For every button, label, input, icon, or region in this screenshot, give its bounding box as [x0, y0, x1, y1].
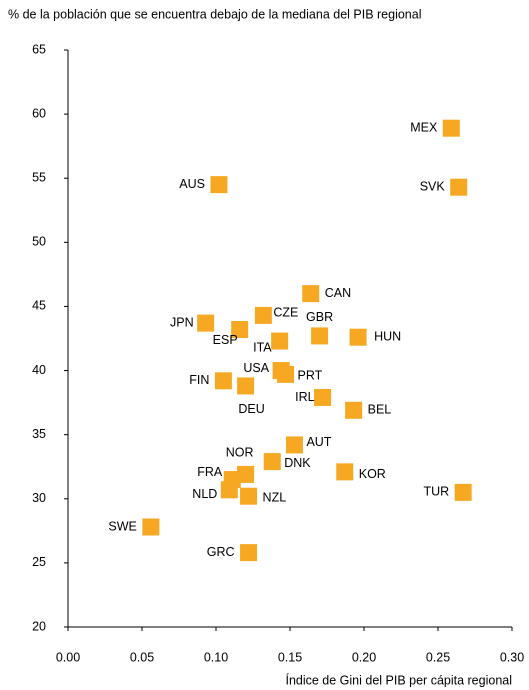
marker: [197, 314, 215, 332]
marker: [240, 487, 258, 505]
marker: [220, 481, 238, 499]
point-label: JPN: [170, 315, 194, 329]
point-label: MEX: [410, 121, 438, 135]
point-label: USA: [243, 361, 269, 375]
y-tick-label: 25: [32, 555, 46, 569]
point-label: DEU: [238, 402, 264, 416]
y-tick-label: 50: [32, 235, 46, 249]
point-label: NOR: [226, 446, 254, 460]
marker: [302, 285, 320, 303]
point-label: DNK: [284, 456, 311, 470]
marker: [142, 518, 160, 536]
point-label: HUN: [374, 330, 401, 344]
marker: [336, 463, 354, 481]
point-label: CZE: [273, 306, 298, 320]
chart-title: % de la población que se encuentra debaj…: [8, 7, 422, 21]
marker: [210, 176, 228, 194]
point-label: TUR: [423, 485, 449, 499]
x-axis-label: Índice de Gini del PIB per cápita region…: [285, 672, 512, 687]
y-tick-label: 40: [32, 363, 46, 377]
marker: [214, 372, 232, 390]
point-label: PRT: [298, 369, 323, 383]
x-tick-label: 0.30: [500, 650, 524, 664]
point-label: ESP: [213, 333, 238, 347]
x-tick-label: 0.05: [130, 650, 154, 664]
marker: [311, 327, 329, 345]
marker: [450, 178, 468, 196]
marker: [263, 453, 281, 471]
y-tick-label: 55: [32, 171, 46, 185]
point-label: IRL: [295, 390, 315, 404]
point-label: SWE: [108, 519, 136, 533]
y-tick-label: 65: [32, 42, 46, 56]
point-label: AUT: [306, 435, 331, 449]
point-label: FRA: [197, 465, 223, 479]
marker: [271, 332, 289, 350]
marker: [349, 328, 367, 346]
x-tick-label: 0.20: [352, 650, 376, 664]
point-label: BEL: [368, 403, 392, 417]
point-label: FIN: [189, 373, 209, 387]
marker: [237, 465, 255, 483]
x-tick-label: 0.10: [204, 650, 228, 664]
x-tick-label: 0.25: [426, 650, 450, 664]
point-label: GRC: [207, 545, 235, 559]
marker: [442, 119, 460, 137]
marker: [345, 401, 363, 419]
marker: [254, 306, 272, 324]
point-label: KOR: [359, 467, 386, 481]
marker: [285, 436, 303, 454]
y-tick-label: 20: [32, 619, 46, 633]
marker: [237, 377, 255, 395]
point-label: NLD: [192, 487, 217, 501]
y-tick-label: 35: [32, 427, 46, 441]
point-label: SVK: [420, 179, 446, 193]
point-label: ITA: [253, 340, 272, 354]
x-tick-label: 0.00: [56, 650, 80, 664]
point-label: NZL: [263, 491, 287, 505]
point-label: CAN: [325, 286, 351, 300]
point-label: GBR: [306, 310, 333, 324]
y-tick-label: 60: [32, 106, 46, 120]
x-tick-label: 0.15: [278, 650, 302, 664]
point-label: AUS: [179, 177, 205, 191]
marker: [231, 321, 249, 339]
marker: [240, 544, 258, 562]
y-tick-label: 30: [32, 491, 46, 505]
marker: [454, 483, 472, 501]
marker: [314, 388, 332, 406]
y-tick-label: 45: [32, 299, 46, 313]
marker: [277, 365, 295, 383]
